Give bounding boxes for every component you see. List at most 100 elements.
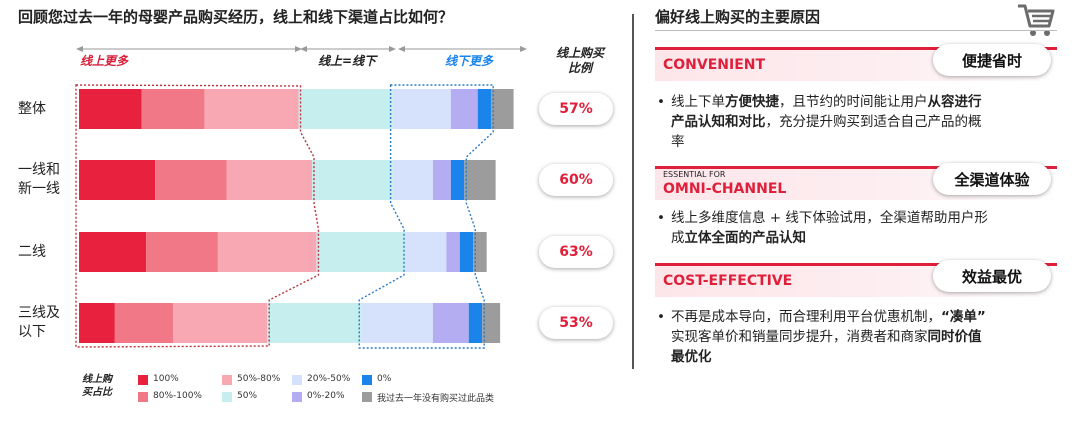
bullet-dot: • <box>657 94 665 110</box>
chart-title: 回顾您过去一年的母婴产品购买经历，线上和线下渠道占比如何？ <box>18 8 454 26</box>
bar-segment <box>432 303 469 343</box>
bullet-dot: • <box>657 210 665 226</box>
online-more-arrow-head <box>76 46 83 52</box>
shopping-cart-icon <box>1018 4 1055 36</box>
row-label-line: 三线及 <box>18 305 60 321</box>
reasons-title: 偏好线上购买的主要原因 <box>655 8 821 26</box>
header-ratio-line2: 比例 <box>567 61 592 75</box>
reason-cn-pill: 全渠道体验 <box>933 163 1051 195</box>
header-equal: 线上=线下 <box>318 54 377 68</box>
reason-text-bold: 从容进行 <box>927 94 982 110</box>
bar-segment <box>267 303 362 343</box>
legend-swatch <box>292 392 302 402</box>
bar-segment <box>298 89 393 129</box>
row-label: 整体 <box>18 100 46 119</box>
reason-text-span: ，充分提升购买到适合自己产品的概 <box>765 114 982 130</box>
reason-text-span: 成 <box>671 230 685 246</box>
legend-swatch <box>362 375 372 385</box>
reason-text-line: • 不再是成本导向，而合理利用平台优惠机制，“凑单” <box>657 307 1052 327</box>
panel-divider <box>632 14 634 369</box>
legend-swatch <box>222 392 232 402</box>
bar-segment <box>173 303 268 343</box>
stacked-bar-chart <box>75 46 527 349</box>
reason-en-title: CONVENIENT <box>663 57 766 73</box>
header-ratio-line1: 线上购买 <box>555 46 604 60</box>
legend-swatch <box>292 375 302 385</box>
bar-segment <box>468 303 483 343</box>
reason-text-span: ，且节约的时间能让用户 <box>779 94 928 110</box>
legend-label: 0% <box>377 374 392 384</box>
bar-segment <box>79 232 147 272</box>
reason-text-bold: “凑单” <box>941 309 986 325</box>
reason-text-span: 线上多维度信息 + 线下体验试用，全渠道帮助用户形 <box>671 210 988 226</box>
legend-label: 50% <box>237 391 258 401</box>
header-offline-more: 线下更多 <box>445 54 494 68</box>
reason-text-line: 最优化 <box>657 347 1052 367</box>
reason-text: • 不再是成本导向，而合理利用平台优惠机制，“凑单” 实现客单价和销量同步提升，消费… <box>657 307 1052 367</box>
online-ratio-pill: 53% <box>539 307 613 339</box>
row-label-line: 以下 <box>18 324 46 340</box>
bar-segment <box>114 303 174 343</box>
row-label: 三线及 以下 <box>18 304 60 342</box>
reason-text-span: 不再是成本导向，而合理利用平台优惠机制， <box>671 309 941 325</box>
reason-text-line: 实现客单价和销量同步提升，消费者和商家同时价值 <box>657 327 1052 347</box>
legend-swatch <box>222 375 232 385</box>
row-label-line: 整体 <box>18 100 46 117</box>
row-label-line: 二线 <box>18 243 46 260</box>
reason-en-title: COST-EFFECTIVE <box>663 273 793 289</box>
legend-swatch <box>138 375 148 385</box>
bar-segment <box>392 160 433 200</box>
online-more-arrow-tail <box>295 46 302 52</box>
reason-text-bold: 方便快捷 <box>725 94 779 110</box>
reason-text-span: 实现客单价和销量同步提升，消费者和商家 <box>671 329 928 345</box>
bar-segment <box>79 89 142 129</box>
bar-segment <box>79 160 156 200</box>
bar-segment <box>141 89 205 129</box>
reason-text-line: 产品认知和对比，充分提升购买到适合自己产品的概 <box>657 112 1052 132</box>
row-label-line: 新一线 <box>18 181 60 197</box>
reason-text-bold: 最优化 <box>671 349 712 365</box>
reason-header: CONVENIENT 便捷省时 <box>655 44 1057 81</box>
bar-segment <box>491 89 514 129</box>
bar-segment <box>311 160 393 200</box>
bar-segment <box>146 232 218 272</box>
legend-swatch <box>138 392 148 402</box>
reason-header: COST-EFFECTIVE 效益最优 <box>655 260 1057 297</box>
online-ratio-pill: 63% <box>539 236 613 268</box>
reason-text-bold: 立体全面的产品认知 <box>684 230 807 246</box>
bullet-dot: • <box>657 309 665 325</box>
row-label: 二线 <box>18 243 46 262</box>
bar-segment <box>204 89 299 129</box>
bar-segment <box>477 89 492 129</box>
legend-swatch <box>362 392 372 402</box>
bar-segment <box>226 160 312 200</box>
reason-cn-pill: 便捷省时 <box>933 44 1051 76</box>
reason-text: • 线上多维度信息 + 线下体验试用，全渠道帮助用户形 成立体全面的产品认知 <box>657 208 1052 248</box>
header-online-ratio: 线上购买 比例 <box>551 46 609 76</box>
reason-header: ESSENTIAL FOR OMNI-CHANNEL 全渠道体验 <box>655 163 1057 200</box>
legend-title-line2: 买占比 <box>82 387 112 398</box>
reason-en-title: OMNI-CHANNEL <box>663 181 787 197</box>
reason-text-span: 率 <box>671 134 685 150</box>
legend-label: 20%-50% <box>307 374 351 384</box>
reason-text-line: 成立体全面的产品认知 <box>657 228 1052 248</box>
bar-segment <box>482 303 501 343</box>
header-arrows <box>76 46 527 52</box>
title-underline <box>655 30 1057 31</box>
bar-segment <box>217 232 317 272</box>
bars-group <box>79 89 514 343</box>
reason-text-bold: 产品认知和对比 <box>671 114 766 130</box>
reason-text-line: • 线上多维度信息 + 线下体验试用，全渠道帮助用户形 <box>657 208 1052 228</box>
reason-text-bold: 同时价值 <box>927 329 982 345</box>
legend-label: 80%-100% <box>153 391 202 401</box>
row-label: 一线和 新一线 <box>18 161 60 199</box>
reason-cn-pill: 效益最优 <box>933 260 1051 292</box>
group-outlines <box>75 84 494 349</box>
legend-title: 线上购 买占比 <box>82 373 112 399</box>
row-label-line: 一线和 <box>18 162 60 178</box>
legend-label: 50%-80% <box>237 374 281 384</box>
reason-en-small: ESSENTIAL FOR <box>663 170 726 179</box>
online-ratio-pill: 57% <box>539 93 613 125</box>
online-ratio-pill: 60% <box>539 164 613 196</box>
bar-segment <box>459 232 474 272</box>
